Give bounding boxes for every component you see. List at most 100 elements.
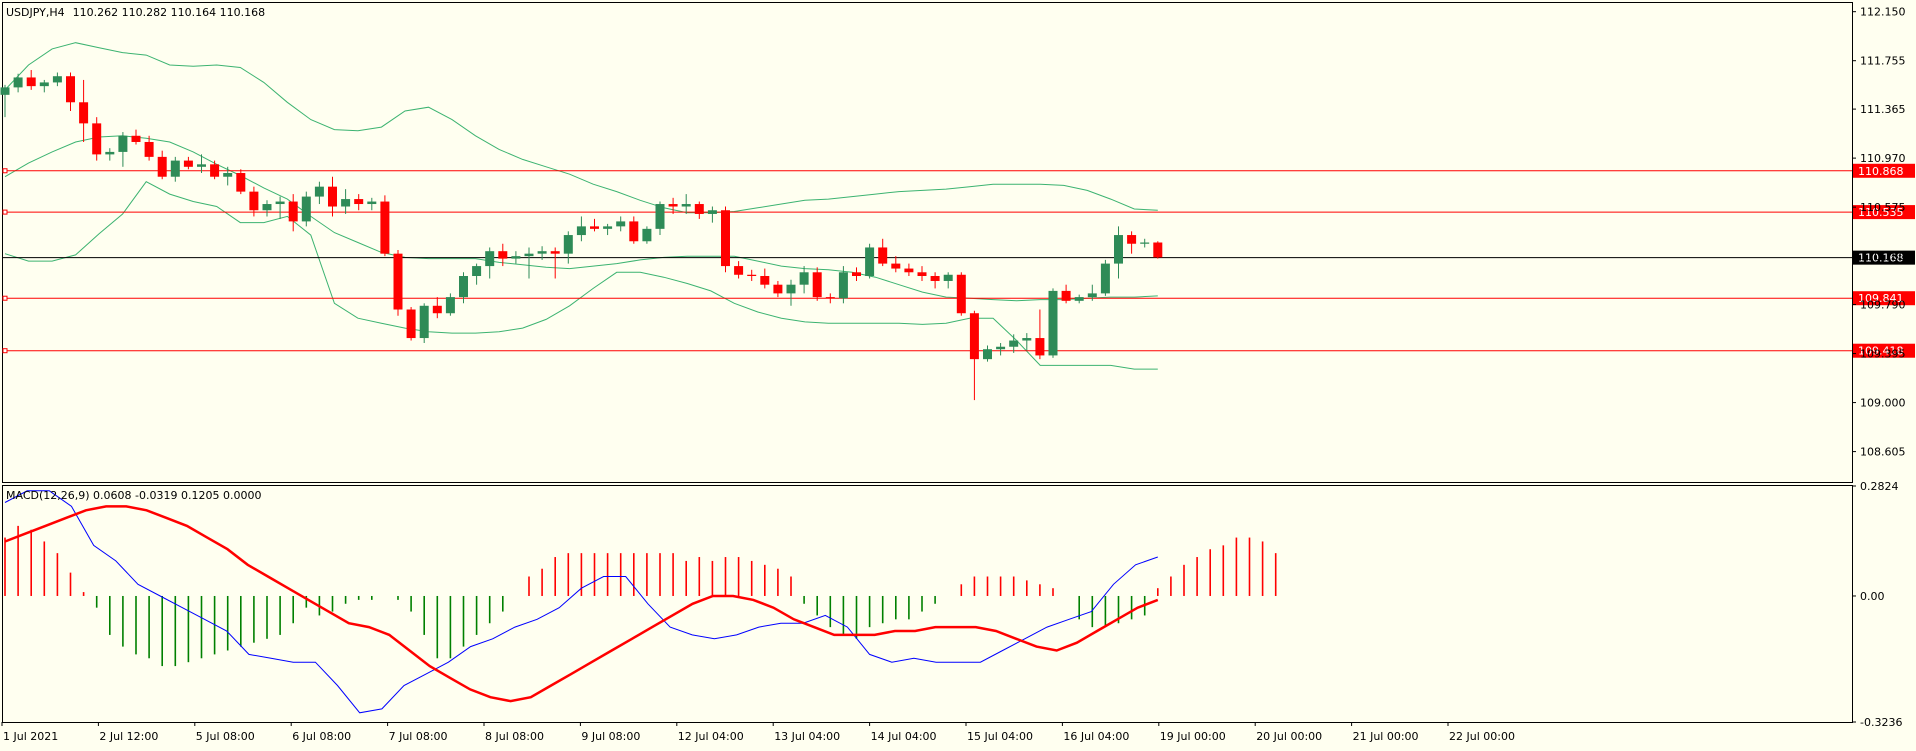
candle-body-17: [223, 173, 233, 177]
macd-pane-frame: [2, 485, 1853, 723]
candle-body-74: [969, 313, 979, 360]
candle-body-28: [367, 201, 377, 205]
candle-body-32: [419, 305, 429, 339]
candle-body-49: [642, 228, 652, 242]
macd-tick-label-2: -0.3236: [1860, 716, 1902, 729]
level-handle-1: [2, 209, 8, 215]
candle-body-23: [301, 196, 311, 222]
level-label-bg-1: [1853, 205, 1915, 220]
candle-body-56: [734, 266, 744, 275]
candle-body-10: [131, 135, 141, 142]
candle-body-37: [485, 251, 495, 267]
price-tick-label-2: 111.365: [1860, 103, 1906, 116]
level-label-bg-3: [1853, 343, 1915, 358]
level-label-0: 110.868: [1858, 165, 1904, 178]
candle-body-87: [1140, 242, 1150, 244]
level-label-bg-2: [1853, 291, 1915, 306]
band-lower-line: [4, 181, 1158, 370]
time-tick-label-8: 13 Jul 04:00: [774, 730, 840, 743]
candle-body-66: [865, 247, 875, 277]
price-tick-label-3: 110.970: [1860, 152, 1906, 165]
candle-body-39: [511, 256, 521, 259]
candle-body-21: [275, 201, 285, 205]
candle-body-3: [39, 82, 49, 87]
band-upper-line: [4, 42, 1158, 214]
level-label-2: 109.841: [1858, 292, 1904, 305]
level-label-1: 110.535: [1858, 206, 1904, 219]
candle-body-26: [341, 199, 351, 207]
candle-body-84: [1100, 263, 1110, 294]
candle-body-16: [210, 164, 220, 177]
price-tick-label-8: 109.000: [1860, 397, 1906, 410]
candle-body-85: [1114, 235, 1123, 264]
candle-body-15: [197, 164, 206, 167]
candle-body-0: [0, 87, 10, 95]
candle-body-5: [66, 76, 75, 103]
level-handle-2: [2, 295, 8, 301]
candle-body-41: [537, 251, 547, 254]
candles: [0, 70, 1163, 401]
candle-body-36: [472, 266, 482, 277]
candle-body-34: [445, 297, 455, 314]
candle-body-67: [878, 247, 888, 264]
macd-main-line: [4, 490, 1158, 714]
candle-body-81: [1061, 290, 1071, 301]
candle-body-30: [393, 253, 403, 310]
candle-body-75: [983, 349, 992, 360]
candle-body-46: [603, 226, 613, 229]
candle-body-63: [825, 297, 835, 299]
candle-body-55: [721, 210, 730, 267]
current-price-label-bg: [1853, 250, 1915, 265]
candle-body-40: [524, 253, 534, 257]
candle-body-4: [52, 76, 62, 83]
candle-body-13: [170, 160, 180, 177]
time-tick-label-6: 9 Jul 08:00: [581, 730, 640, 743]
candle-body-47: [616, 221, 626, 227]
candle-body-53: [694, 204, 704, 214]
price-tick-label-7: 109.395: [1860, 348, 1906, 361]
candle-body-76: [996, 346, 1006, 350]
time-tick-label-14: 21 Jul 00:00: [1353, 730, 1419, 743]
candle-body-48: [629, 221, 639, 242]
candle-body-51: [668, 204, 678, 207]
candle-body-38: [498, 251, 508, 259]
price-tick-label-6: 109.790: [1860, 299, 1906, 312]
level-handle-0: [2, 168, 8, 174]
candle-body-2: [26, 77, 36, 87]
candle-body-45: [590, 226, 599, 229]
candle-body-73: [956, 274, 966, 314]
candle-body-57: [747, 274, 757, 277]
candle-body-42: [550, 251, 560, 254]
candle-body-20: [262, 204, 272, 211]
candle-body-25: [328, 186, 337, 207]
time-tick-label-9: 14 Jul 04:00: [871, 730, 937, 743]
candle-body-43: [563, 235, 573, 254]
candle-body-8: [105, 151, 115, 155]
candle-body-9: [118, 135, 128, 152]
candle-body-71: [930, 276, 940, 281]
symbol-header: USDJPY,H4 110.262 110.282 110.164 110.168: [6, 6, 265, 19]
candle-body-72: [943, 274, 953, 281]
price-pane-frame: [2, 2, 1853, 483]
candle-body-88: [1153, 242, 1163, 258]
candle-body-65: [852, 272, 861, 277]
price-tick-label-9: 108.605: [1860, 446, 1906, 459]
candle-body-11: [144, 141, 154, 157]
candle-body-19: [249, 191, 259, 211]
time-tick-label-2: 5 Jul 08:00: [196, 730, 255, 743]
candle-body-50: [655, 204, 665, 229]
macd-signal-line: [4, 505, 1159, 703]
candle-body-79: [1035, 338, 1045, 356]
time-tick-label-5: 8 Jul 08:00: [485, 730, 544, 743]
time-tick-label-11: 16 Jul 04:00: [1063, 730, 1129, 743]
time-tick-label-1: 2 Jul 12:00: [99, 730, 158, 743]
candle-body-78: [1022, 338, 1032, 341]
candle-body-54: [707, 210, 717, 214]
level-label-bg-0: [1853, 163, 1915, 178]
time-tick-label-12: 19 Jul 00:00: [1160, 730, 1226, 743]
candle-body-27: [354, 199, 364, 205]
time-tick-label-7: 12 Jul 04:00: [678, 730, 744, 743]
current-price-label: 110.168: [1858, 252, 1904, 265]
